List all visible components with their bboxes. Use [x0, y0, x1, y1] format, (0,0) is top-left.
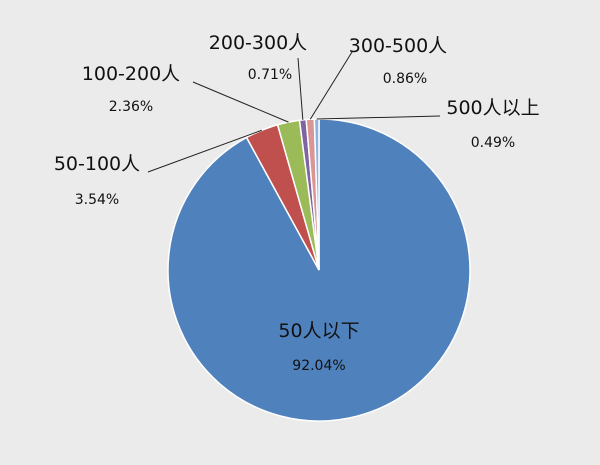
slice-percent-1: 3.54% [75, 192, 119, 208]
slice-label-5: 500人以上 [446, 97, 539, 119]
slice-percent-3: 0.71% [248, 67, 292, 83]
leader-line-5 [316, 115, 441, 120]
slice-label-1: 50-100人 [54, 153, 140, 175]
slice-label-3: 200-300人 [209, 32, 307, 54]
slice-percent-0: 92.04% [292, 358, 345, 374]
slice-percent-2: 2.36% [109, 99, 153, 115]
slice-percent-4: 0.86% [383, 71, 427, 87]
slice-percent-5: 0.49% [471, 135, 515, 151]
slice-label-0: 50人以下 [278, 320, 359, 342]
leader-line-4 [309, 51, 353, 120]
leader-line-1 [147, 129, 262, 173]
slice-label-4: 300-500人 [349, 35, 447, 57]
leader-line-3 [297, 57, 304, 120]
leader-line-2 [192, 81, 289, 123]
slice-label-2: 100-200人 [82, 63, 180, 85]
